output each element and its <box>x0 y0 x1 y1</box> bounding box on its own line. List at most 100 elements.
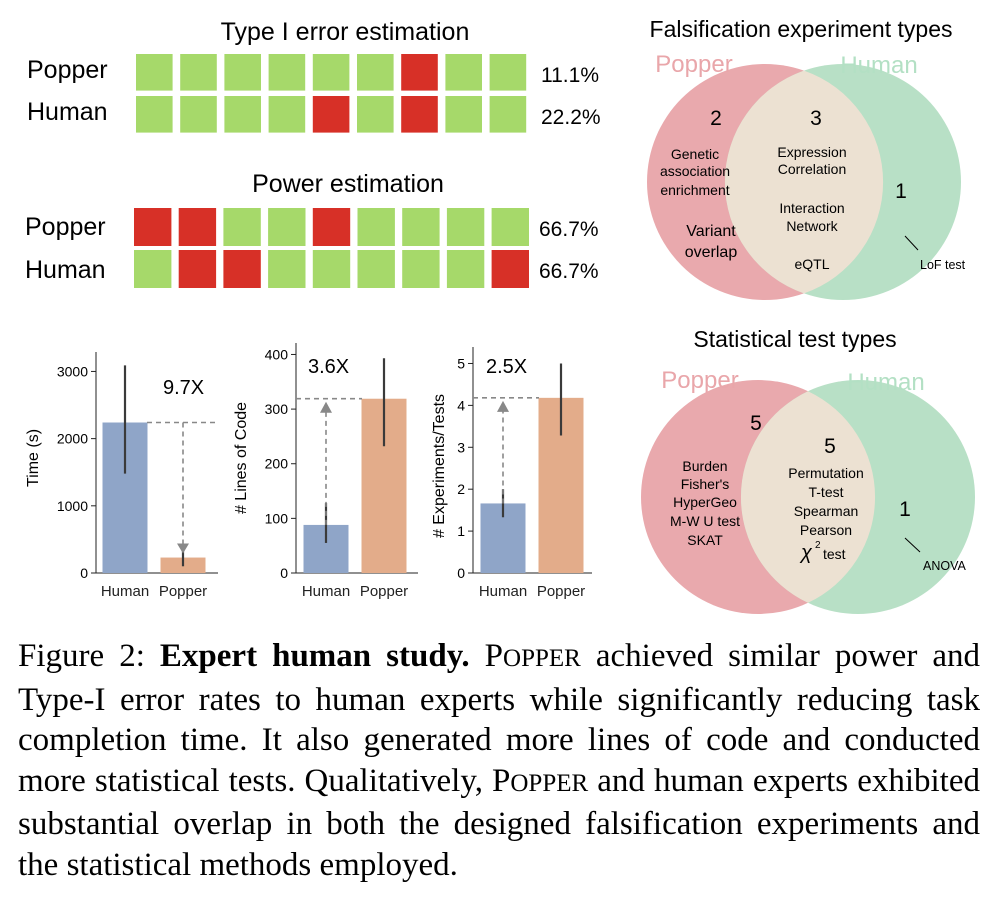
loc-ylabel: # Lines of Code <box>233 402 250 514</box>
venn2-human-label: Human <box>847 369 924 396</box>
power-cell-human-3 <box>223 250 261 288</box>
power-cell-popper-3 <box>223 208 261 246</box>
venn2-item: ANOVA <box>923 559 966 573</box>
power-cell-human-6 <box>357 250 395 288</box>
power-cell-popper-7 <box>402 208 440 246</box>
venn1-overlap <box>724 70 884 294</box>
y-tick-label: 300 <box>265 401 289 417</box>
caption-prefix: Figure 2: <box>18 638 160 674</box>
venn1-item: overlap <box>685 244 738 261</box>
type1-rate-human: 22.2% <box>541 106 601 129</box>
venn1-item: Network <box>786 218 838 234</box>
venn1-item: Interaction <box>779 200 844 216</box>
type1-cell-popper-4 <box>268 54 306 91</box>
venn2-item: Pearson <box>800 522 852 538</box>
venn2-count-human: 1 <box>899 498 911 521</box>
power-row-label-popper: Popper <box>25 213 106 241</box>
time-ratio-label: 9.7X <box>163 377 204 399</box>
venn1-item: Variant <box>686 223 736 240</box>
power-heatmap: Power estimation Popper Human 66.7% 66.7… <box>25 170 599 288</box>
y-tick-label: 200 <box>265 456 289 472</box>
bar-chart-experiments: # Experiments/Tests 2.5X 0 1 2 3 4 5 Human Popp… <box>431 347 592 600</box>
x-tick-label: Popper <box>537 583 585 600</box>
type1-cell-popper-9 <box>489 54 527 91</box>
caption-bold: Expert human study. <box>159 638 470 674</box>
x-tick-label: Popper <box>159 583 207 600</box>
type1-cell-popper-7 <box>401 54 438 91</box>
venn1-popper-label: Popper <box>655 51 732 78</box>
venn2-item: T-test <box>808 484 843 500</box>
y-tick-label: 5 <box>457 355 465 371</box>
type1-cell-human-7 <box>401 96 438 133</box>
exp-ylabel: # Experiments/Tests <box>431 394 448 538</box>
venn1-count-both: 3 <box>810 107 822 130</box>
y-tick-label: 100 <box>265 510 289 526</box>
power-cell-human-8 <box>446 250 485 288</box>
y-tick-label: 400 <box>265 346 289 362</box>
venn2-item: Burden <box>682 458 727 474</box>
y-tick-label: 1 <box>457 523 465 539</box>
power-rate-human: 66.7% <box>539 260 599 283</box>
venn2-chi-superscript: 2 <box>815 540 821 551</box>
exp-ratio-label: 2.5X <box>486 356 527 378</box>
power-cell-popper-1 <box>134 208 172 246</box>
ratio-arrow-head <box>320 401 332 413</box>
power-cell-human-9 <box>491 250 529 288</box>
power-rate-popper: 66.7% <box>539 218 599 241</box>
y-tick-label: 2000 <box>57 431 88 447</box>
y-tick-label: 2 <box>457 481 465 497</box>
type1-cell-popper-6 <box>357 54 394 91</box>
venn2-title: Statistical test types <box>693 326 896 352</box>
bar-chart-time: Time (s) 9.7X 0 1000 2000 3000 Human Popper <box>25 352 218 600</box>
venn1-item: Expression <box>777 144 846 160</box>
venn1-human-label: Human <box>840 52 917 79</box>
bar-chart-lines-of-code: # Lines of Code 3.6X 0 100 200 300 400 Human P… <box>233 343 418 600</box>
venn-falsification: Falsification experiment types Popper Hu… <box>647 16 966 300</box>
type1-cell-human-3 <box>224 96 261 133</box>
power-cell-human-5 <box>312 250 351 288</box>
caption-text-1: achieved similar power and Type-I error … <box>18 638 980 799</box>
venn1-item: LoF test <box>920 258 966 272</box>
venn2-item: HyperGeo <box>673 494 737 510</box>
venn2-item: Fisher's <box>681 476 730 492</box>
y-tick-label: 0 <box>280 565 288 581</box>
venn2-count-both: 5 <box>824 435 836 458</box>
time-ylabel: Time (s) <box>25 429 42 487</box>
power-cell-popper-5 <box>312 208 351 246</box>
power-cell-popper-9 <box>491 208 529 246</box>
type1-row-label-human: Human <box>27 98 108 126</box>
power-cell-popper-6 <box>357 208 395 246</box>
venn1-count-popper: 2 <box>710 107 722 130</box>
caption-popper2-first: P <box>492 762 511 799</box>
venn2-item: M-W U test <box>670 513 740 529</box>
power-cell-human-4 <box>268 250 306 288</box>
type1-cell-popper-1 <box>136 54 173 91</box>
y-tick-label: 4 <box>457 397 465 413</box>
y-tick-label: 3000 <box>57 363 88 379</box>
venn2-item: SKAT <box>687 532 723 548</box>
x-tick-label: Human <box>101 583 149 600</box>
venn2-popper-label: Popper <box>661 367 738 394</box>
caption-popper2-smallcaps: OPPER <box>510 769 589 797</box>
ratio-arrow-head <box>177 543 189 554</box>
type1-cell-popper-5 <box>312 54 350 91</box>
venn1-item: association <box>660 163 730 179</box>
type1-cell-human-6 <box>357 96 394 133</box>
power-cell-popper-4 <box>268 208 306 246</box>
type1-cell-popper-2 <box>180 54 217 91</box>
venn2-overlap <box>740 391 876 603</box>
type1-cell-popper-3 <box>224 54 261 91</box>
venn1-item: enrichment <box>660 182 729 198</box>
power-cell-popper-8 <box>446 208 485 246</box>
venn1-item: Correlation <box>778 161 846 177</box>
y-tick-label: 0 <box>80 565 88 581</box>
type1-cell-human-4 <box>268 96 306 133</box>
venn1-title: Falsification experiment types <box>650 16 953 42</box>
caption-text-2: and human experts exhibited substantial … <box>18 762 981 883</box>
venn2-count-popper: 5 <box>750 412 762 435</box>
power-title: Power estimation <box>252 170 444 198</box>
venn1-item: eQTL <box>794 256 829 272</box>
venn2-item: test <box>823 546 846 562</box>
venn2-item: Spearman <box>794 503 859 519</box>
power-cell-human-7 <box>402 250 440 288</box>
